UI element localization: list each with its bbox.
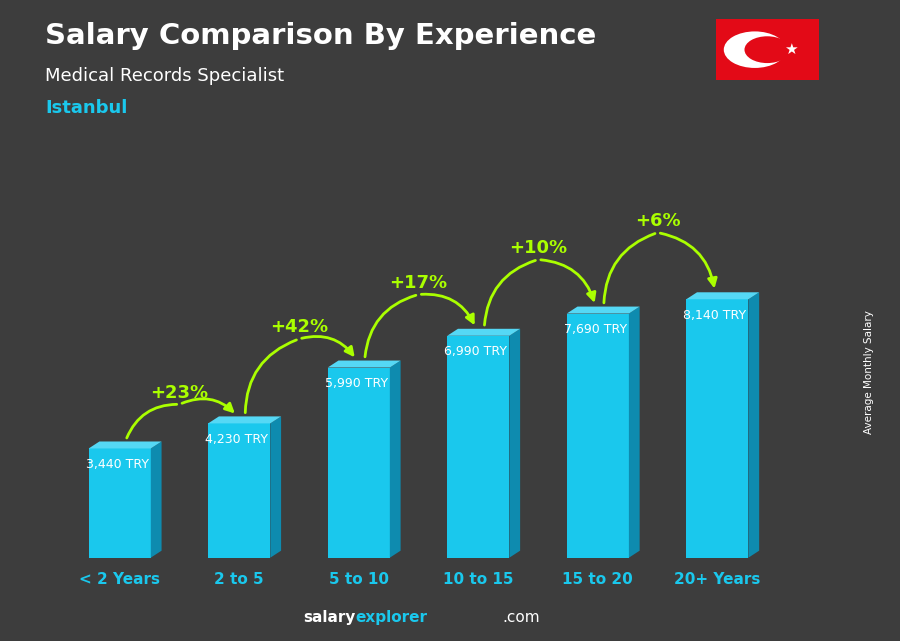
Text: Istanbul: Istanbul bbox=[45, 99, 128, 117]
Text: 7,690 TRY: 7,690 TRY bbox=[564, 323, 627, 336]
Polygon shape bbox=[151, 442, 162, 558]
FancyBboxPatch shape bbox=[567, 313, 629, 558]
FancyBboxPatch shape bbox=[328, 367, 390, 558]
Polygon shape bbox=[567, 306, 640, 313]
Polygon shape bbox=[687, 292, 760, 299]
Text: explorer: explorer bbox=[356, 610, 427, 625]
Text: 3,440 TRY: 3,440 TRY bbox=[86, 458, 148, 471]
Polygon shape bbox=[749, 292, 760, 558]
Text: +42%: +42% bbox=[270, 319, 328, 337]
Text: 5,990 TRY: 5,990 TRY bbox=[325, 377, 388, 390]
Text: +6%: +6% bbox=[634, 212, 680, 230]
Polygon shape bbox=[270, 417, 281, 558]
Text: .com: .com bbox=[502, 610, 540, 625]
Polygon shape bbox=[629, 306, 640, 558]
Text: salary: salary bbox=[303, 610, 356, 625]
Text: ★: ★ bbox=[784, 42, 798, 57]
FancyBboxPatch shape bbox=[687, 299, 749, 558]
Circle shape bbox=[724, 31, 786, 68]
Text: Salary Comparison By Experience: Salary Comparison By Experience bbox=[45, 22, 596, 51]
Text: +23%: +23% bbox=[150, 384, 209, 402]
Polygon shape bbox=[89, 442, 162, 449]
FancyBboxPatch shape bbox=[89, 449, 151, 558]
Circle shape bbox=[744, 37, 790, 63]
FancyBboxPatch shape bbox=[447, 336, 509, 558]
Polygon shape bbox=[390, 360, 400, 558]
Text: Average Monthly Salary: Average Monthly Salary bbox=[863, 310, 874, 434]
Text: 8,140 TRY: 8,140 TRY bbox=[683, 309, 746, 322]
Text: +10%: +10% bbox=[509, 239, 567, 257]
FancyBboxPatch shape bbox=[208, 424, 270, 558]
Polygon shape bbox=[509, 329, 520, 558]
Text: 4,230 TRY: 4,230 TRY bbox=[205, 433, 268, 446]
Polygon shape bbox=[328, 360, 400, 367]
Text: Medical Records Specialist: Medical Records Specialist bbox=[45, 67, 284, 85]
Polygon shape bbox=[447, 329, 520, 336]
Polygon shape bbox=[208, 417, 281, 424]
Text: 6,990 TRY: 6,990 TRY bbox=[445, 345, 508, 358]
Text: +17%: +17% bbox=[390, 274, 447, 292]
